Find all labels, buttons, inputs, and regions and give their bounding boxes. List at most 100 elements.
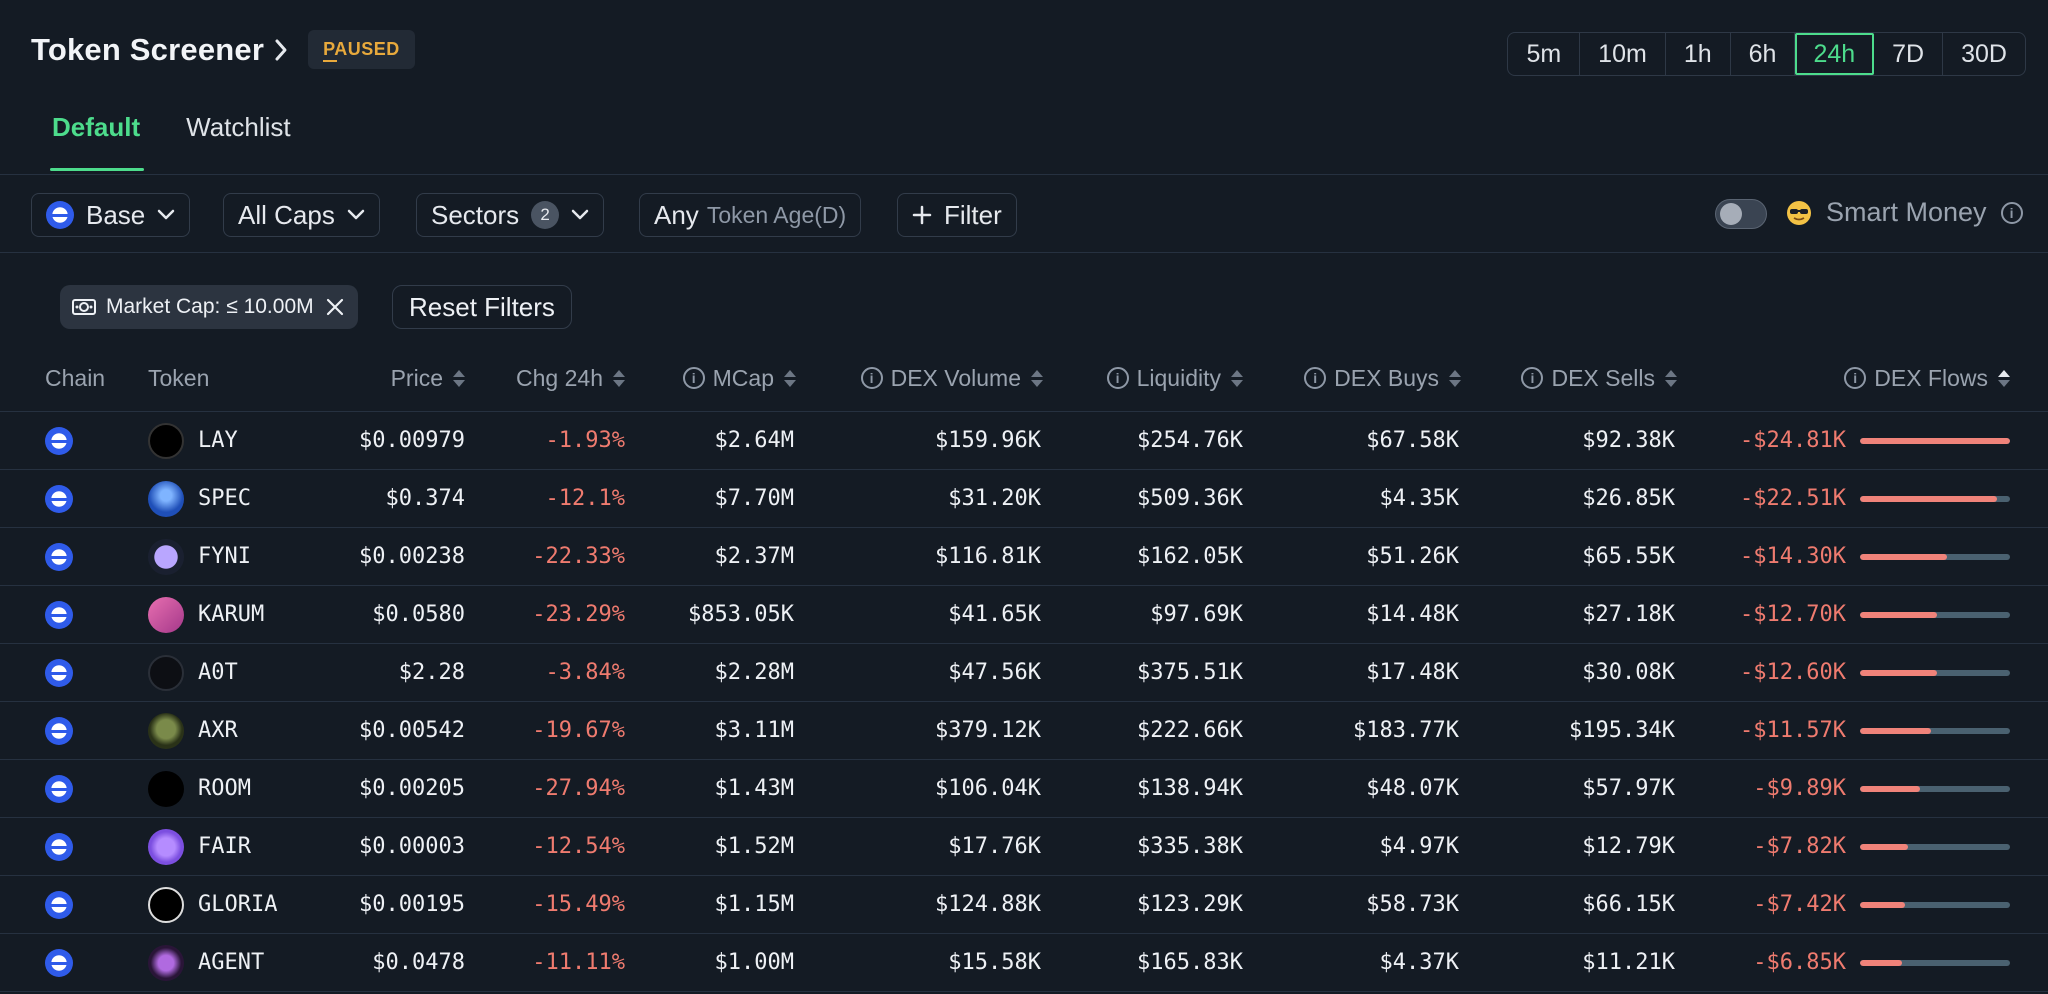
column-chain: Chain <box>45 360 105 396</box>
column-liquidity-label: Liquidity <box>1136 364 1221 391</box>
column-chg-label: Chg 24h <box>516 364 603 391</box>
token-cell[interactable]: AXR <box>148 702 238 759</box>
sort-icon <box>1665 369 1677 387</box>
caps-dropdown[interactable]: All Caps <box>223 193 380 237</box>
timeframe-6h[interactable]: 6h <box>1731 33 1796 75</box>
market-cap-filter-label: Market Cap: ≤ 10.00M <box>106 295 314 318</box>
liquidity-cell: $165.83K <box>1137 950 1243 975</box>
tab-watchlist[interactable]: Watchlist <box>186 112 291 142</box>
chain-cell <box>45 528 73 585</box>
tab-default[interactable]: Default <box>49 112 145 172</box>
token-logo-icon <box>148 712 184 749</box>
table-row[interactable]: GLORIA $0.00195 -15.49% $1.15M $124.88K … <box>0 876 2048 934</box>
column-dex-buys[interactable]: i DEX Buys <box>1304 360 1461 396</box>
column-token: Token <box>148 360 209 396</box>
chain-cell <box>45 644 73 701</box>
info-icon[interactable]: i <box>682 367 705 389</box>
market-cap-filter-chip[interactable]: Market Cap: ≤ 10.00M <box>60 285 358 329</box>
info-icon[interactable]: i <box>1304 367 1327 389</box>
column-price[interactable]: Price <box>391 360 465 396</box>
token-logo-icon <box>148 538 184 575</box>
dex-buys-cell: $4.37K <box>1379 950 1459 975</box>
table-row[interactable]: A0T $2.28 -3.84% $2.28M $47.56K $375.51K… <box>0 644 2048 702</box>
token-cell[interactable]: FYNI <box>148 528 251 585</box>
timeframe-10m[interactable]: 10m <box>1580 33 1666 75</box>
dex-flows-cell: -$22.51K <box>1740 486 1846 511</box>
base-chain-icon <box>45 832 73 861</box>
smart-money-toggle[interactable] <box>1715 199 1767 229</box>
plus-icon <box>912 205 932 225</box>
dex-buys-cell: $58.73K <box>1366 892 1459 917</box>
dex-flows-cell: -$7.42K <box>1753 892 1846 917</box>
token-logo-icon <box>148 944 184 981</box>
dex-sells-cell: $30.08K <box>1582 660 1675 685</box>
add-filter-button[interactable]: Filter <box>897 193 1017 237</box>
table-row[interactable]: LAY $0.00979 -1.93% $2.64M $159.96K $254… <box>0 412 2048 470</box>
dex-flows-bar-fill <box>1860 612 1937 618</box>
token-cell[interactable]: AGENT <box>148 934 264 991</box>
price-cell: $0.00979 <box>359 428 465 453</box>
table-row[interactable]: AXR $0.00542 -19.67% $3.11M $379.12K $22… <box>0 702 2048 760</box>
mcap-cell: $7.70M <box>714 486 794 511</box>
smart-money-label[interactable]: Smart Money <box>1826 197 1987 227</box>
table-row[interactable]: SPEC $0.374 -12.1% $7.70M $31.20K $509.3… <box>0 470 2048 528</box>
token-symbol: FAIR <box>198 834 251 859</box>
timeframe-24h[interactable]: 24h <box>1795 33 1875 75</box>
column-liquidity[interactable]: i Liquidity <box>1106 360 1243 396</box>
column-dex-flows[interactable]: i DEX Flows <box>1844 360 2010 396</box>
chevron-right-icon[interactable] <box>274 36 292 64</box>
token-cell[interactable]: LAY <box>148 412 238 469</box>
info-icon[interactable]: i <box>1106 367 1129 389</box>
close-icon[interactable] <box>324 296 346 318</box>
paused-badge[interactable]: PAUSED <box>308 30 415 69</box>
column-mcap[interactable]: i MCap <box>682 360 796 396</box>
chg-24h-cell: -27.94% <box>532 776 625 801</box>
column-chg-24h[interactable]: Chg 24h <box>516 360 625 396</box>
info-icon[interactable]: i <box>1844 367 1867 389</box>
sort-icon <box>1449 369 1461 387</box>
timeframe-1h[interactable]: 1h <box>1666 33 1731 75</box>
dex-flows-bar <box>1860 960 2010 966</box>
add-filter-label: Filter <box>944 199 1002 230</box>
info-icon[interactable]: i <box>860 367 883 389</box>
mcap-cell: $1.00M <box>714 950 794 975</box>
token-cell[interactable]: ROOM <box>148 760 251 817</box>
chain-dropdown[interactable]: Base <box>31 193 191 237</box>
timeframe-30d[interactable]: 30D <box>1961 39 2007 68</box>
table-row[interactable]: FAIR $0.00003 -12.54% $1.52M $17.76K $33… <box>0 818 2048 876</box>
column-price-label: Price <box>390 364 443 391</box>
dex-flows-cell: -$12.70K <box>1740 602 1846 627</box>
table-row[interactable]: AGENT $0.0478 -11.11% $1.00M $15.58K $16… <box>0 934 2048 992</box>
info-icon[interactable]: i <box>2000 201 2023 224</box>
price-cell: $0.00003 <box>359 834 465 859</box>
table-header: Chain Token Price Chg 24h i MCap i DEX V… <box>0 352 2048 412</box>
dex-flows-cell: -$6.85K <box>1753 950 1846 975</box>
chain-cell <box>45 760 73 817</box>
mcap-cell: $2.64M <box>714 428 794 453</box>
chg-24h-cell: -23.29% <box>532 602 625 627</box>
dex-flows-bar-fill <box>1860 786 1920 792</box>
chain-cell <box>45 934 73 991</box>
price-cell: $0.00238 <box>359 544 465 569</box>
table-row[interactable]: KARUM $0.0580 -23.29% $853.05K $41.65K $… <box>0 586 2048 644</box>
info-icon[interactable]: i <box>1521 367 1544 389</box>
column-dex-volume[interactable]: i DEX Volume <box>860 360 1043 396</box>
token-cell[interactable]: FAIR <box>148 818 251 875</box>
token-cell[interactable]: KARUM <box>148 586 264 643</box>
column-dex-sells[interactable]: i DEX Sells <box>1521 360 1677 396</box>
timeframe-5m[interactable]: 5m <box>1508 33 1581 75</box>
token-age-label: Token Age(D) <box>706 201 847 228</box>
table-row[interactable]: ROOM $0.00205 -27.94% $1.43M $106.04K $1… <box>0 760 2048 818</box>
page-title[interactable]: Token Screener <box>31 31 265 67</box>
price-cell: $0.0478 <box>372 950 465 975</box>
reset-filters-button[interactable]: Reset Filters <box>392 285 572 329</box>
token-logo-icon <box>148 480 184 517</box>
token-age-filter[interactable]: Any Token Age(D) <box>639 193 862 237</box>
sectors-count-badge: 2 <box>531 201 560 229</box>
token-cell[interactable]: SPEC <box>148 470 251 527</box>
token-cell[interactable]: GLORIA <box>148 876 277 933</box>
table-row[interactable]: FYNI $0.00238 -22.33% $2.37M $116.81K $1… <box>0 528 2048 586</box>
sectors-dropdown[interactable]: Sectors 2 <box>416 193 605 237</box>
timeframe-7d[interactable]: 7D <box>1874 33 1944 75</box>
token-cell[interactable]: A0T <box>148 644 238 701</box>
